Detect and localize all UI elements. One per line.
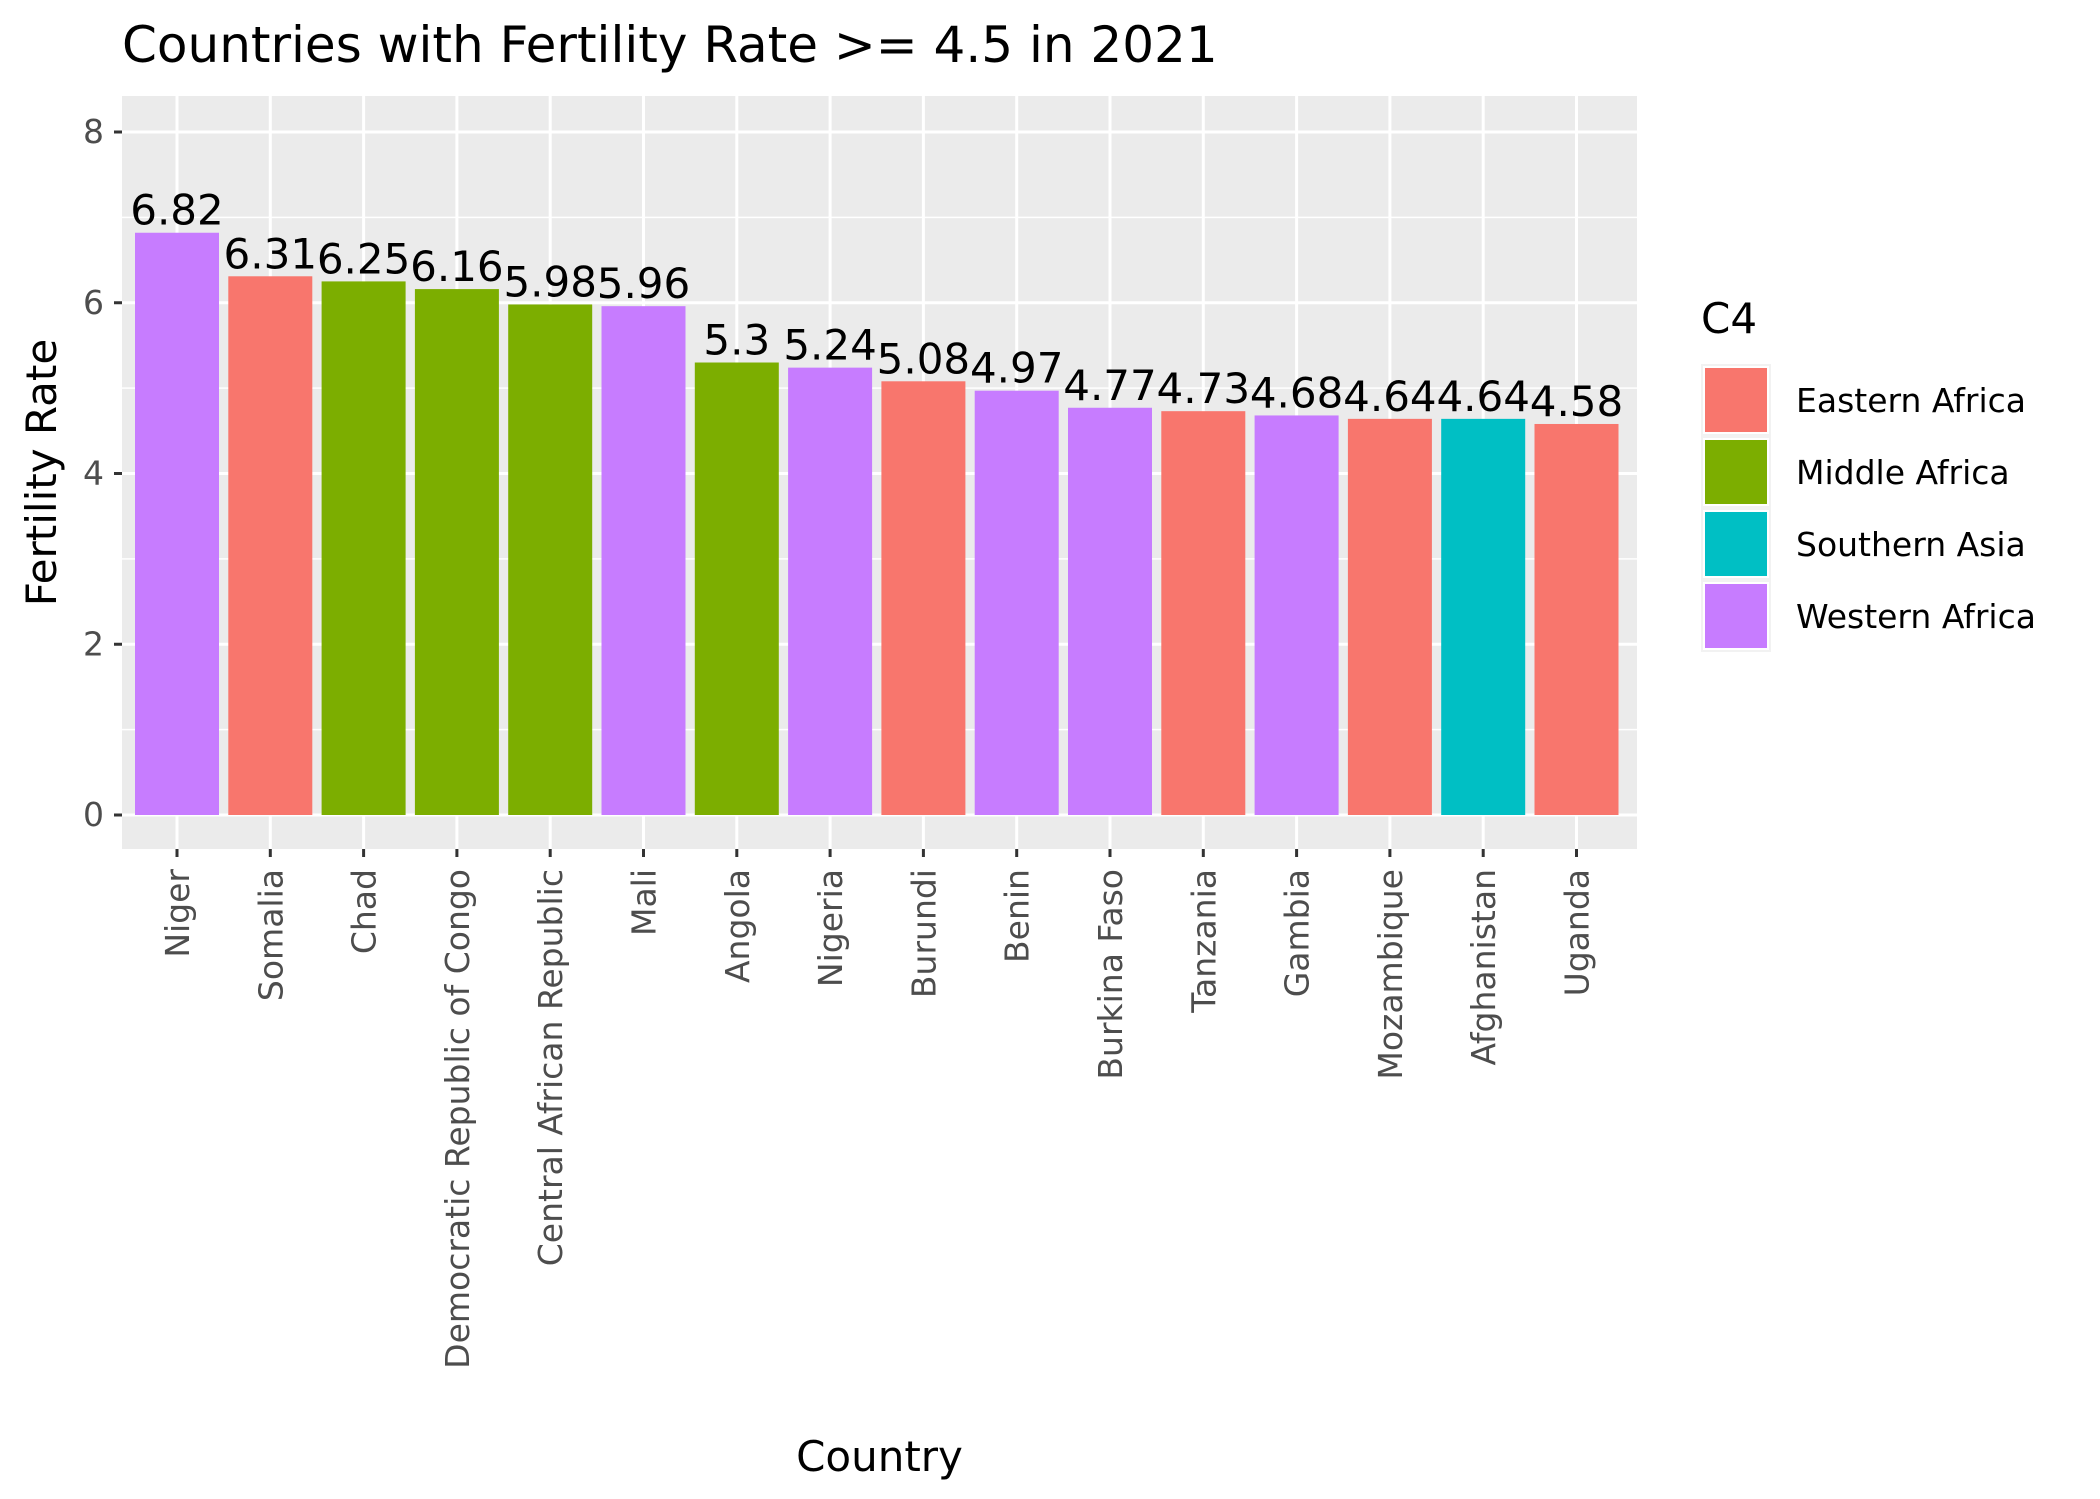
bar-tanzania [1161,411,1246,815]
bar-burundi [881,381,966,815]
x-tick-label-uganda: Uganda [1558,869,1597,996]
value-label-benin: 4.97 [970,344,1064,393]
legend-title: C4 [1701,294,1757,343]
y-tick-label: 6 [83,283,104,322]
value-label-somalia: 6.31 [224,229,318,278]
bar-niger [135,232,219,815]
x-tick-label-gambia: Gambia [1278,869,1317,997]
bars [135,232,1619,816]
value-label-mozambique: 4.64 [1343,372,1437,421]
value-label-gambia: 4.68 [1250,368,1344,417]
x-tick-label-democratic-republic-of-congo: Democratic Republic of Congo [438,869,477,1369]
bar-somalia [228,276,313,815]
bar-benin [974,390,1059,815]
bar-uganda [1534,423,1619,815]
x-tick-label-somalia: Somalia [251,869,290,1001]
bar-gambia [1254,415,1339,815]
value-label-nigeria: 5.24 [783,321,877,370]
x-tick-label-nigeria: Nigeria [811,869,850,987]
bar-democratic-republic-of-congo [414,289,499,816]
x-tick-label-niger: Niger [158,869,197,958]
value-label-burkina-faso: 4.77 [1063,361,1157,410]
y-tick-label: 8 [83,112,104,151]
value-label-mali: 5.96 [597,259,691,308]
value-label-afghanistan: 4.64 [1436,372,1530,421]
y-tick-label: 0 [83,795,104,834]
x-axis-title: Country [796,1432,963,1481]
legend-label-middle-africa: Middle Africa [1796,453,2010,492]
bar-burkina-faso [1068,407,1152,815]
legend-label-western-africa: Western Africa [1796,597,2036,636]
y-tick-label: 4 [83,454,104,493]
value-label-chad: 6.25 [317,234,411,283]
x-tick-label-angola: Angola [718,869,757,983]
y-axis: 0 2 4 6 8 [83,112,122,834]
x-tick-label-burundi: Burundi [904,869,943,998]
chart-title: Countries with Fertility Rate >= 4.5 in … [122,16,1218,74]
legend-swatch-southern-asia [1703,510,1769,578]
bar-nigeria [788,367,873,815]
value-label-central-african-republic: 5.98 [503,257,597,306]
x-tick-label-central-african-republic: Central African Republic [531,869,570,1266]
bar-mali [601,306,686,815]
value-label-niger: 6.82 [130,186,224,235]
x-tick-label-chad: Chad [345,869,384,954]
x-tick-label-mali: Mali [625,869,664,936]
x-axis: Niger Somalia Chad Democratic Republic of C… [158,849,1597,1369]
bar-chad [321,281,406,815]
x-tick-label-benin: Benin [998,869,1037,963]
value-label-democratic-republic-of-congo: 6.16 [410,242,504,291]
legend: C4 Eastern Africa Middle Africa Southern A… [1701,294,2036,652]
x-tick-label-burkina-faso: Burkina Faso [1091,869,1130,1080]
x-tick-label-tanzania: Tanzania [1184,869,1223,1014]
value-label-uganda: 4.58 [1530,377,1624,426]
legend-swatch-middle-africa [1703,438,1769,506]
x-tick-label-mozambique: Mozambique [1371,869,1410,1080]
legend-swatch-western-africa [1703,582,1769,650]
x-tick-label-afghanistan: Afghanistan [1464,869,1503,1065]
value-label-burundi: 5.08 [877,334,971,383]
bar-afghanistan [1441,418,1526,815]
bar-central-african-republic [508,304,593,815]
legend-swatch-eastern-africa [1703,366,1769,434]
value-label-angola: 5.3 [703,316,770,365]
legend-label-eastern-africa: Eastern Africa [1796,381,2026,420]
y-tick-label: 2 [83,624,104,663]
value-label-tanzania: 4.73 [1157,364,1251,413]
legend-label-southern-asia: Southern Asia [1796,525,2026,564]
value-labels: 6.826.31 6.25 6.16 5.98 5.965.3 5.24 5.08 4.97 4… [130,186,1623,426]
y-axis-title: Fertility Rate [17,339,66,606]
bar-angola [694,362,779,815]
bar-mozambique [1347,418,1432,815]
